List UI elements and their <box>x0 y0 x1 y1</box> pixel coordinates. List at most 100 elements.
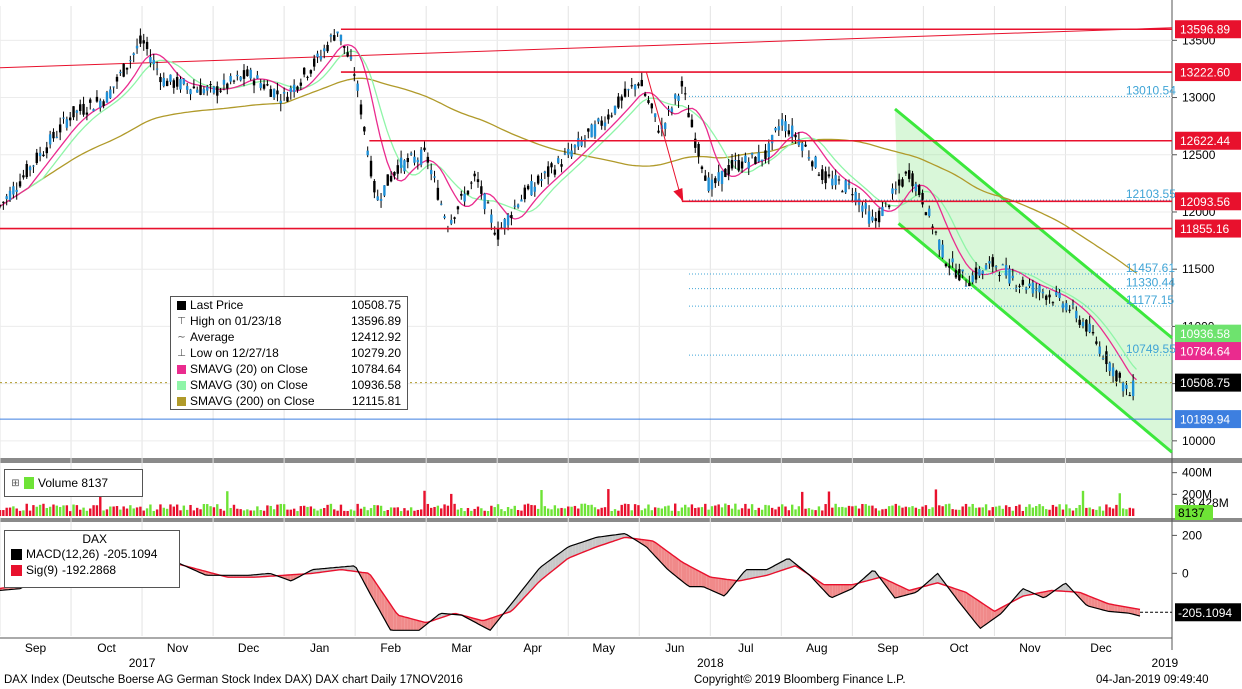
candle-body <box>784 121 787 132</box>
candle-body <box>272 89 276 98</box>
candle-body <box>694 138 697 148</box>
volume-bar <box>52 504 55 516</box>
volume-bar <box>874 508 877 516</box>
candle-body <box>386 174 389 186</box>
volume-bar <box>871 505 874 516</box>
volume-bar <box>1048 509 1051 516</box>
volume-bar <box>714 505 717 516</box>
candle-body <box>543 171 547 174</box>
volume-bar <box>272 509 276 516</box>
volume-bar <box>135 507 139 516</box>
candle-body <box>921 192 924 205</box>
volume-bar <box>1128 507 1131 516</box>
macd-histogram-fill <box>971 596 975 622</box>
candle-body <box>757 152 760 162</box>
candle-body <box>951 258 954 263</box>
candle-body <box>1051 302 1055 304</box>
legend-label: SMAVG (200) on Close <box>190 394 315 408</box>
candle-body <box>647 100 650 103</box>
candle-body <box>867 211 871 224</box>
macd-histogram-fill <box>715 577 719 594</box>
macd-histogram-fill <box>1117 605 1121 613</box>
candle-body <box>1091 331 1095 334</box>
volume-bar <box>730 508 734 516</box>
macd-histogram-fill <box>741 572 744 581</box>
candle-body <box>814 156 817 168</box>
candle-body <box>1115 370 1118 382</box>
macd-histogram-fill <box>558 551 562 566</box>
volume-bar <box>229 507 232 516</box>
candle-body <box>777 126 781 131</box>
volume-bar <box>774 509 777 516</box>
candle-body <box>774 128 777 131</box>
expand-icon[interactable]: ⊞ <box>11 477 20 489</box>
candle-body <box>510 215 513 219</box>
volume-bar <box>1098 506 1101 516</box>
volume-bar <box>95 505 99 516</box>
candle-body <box>744 155 747 163</box>
candle-body <box>1021 279 1025 285</box>
candle-body <box>764 150 767 159</box>
macd-histogram-fill <box>698 570 702 587</box>
volume-bar <box>707 509 710 516</box>
macd-legend-value: -192.2868 <box>62 563 117 577</box>
candle-body <box>817 174 821 176</box>
volume-bar <box>450 493 453 516</box>
volume-bar <box>607 489 610 516</box>
candle-body <box>811 161 814 167</box>
volume-bar <box>1001 508 1004 516</box>
candle-body <box>928 208 931 216</box>
candle-body <box>861 205 864 212</box>
volume-bar <box>884 508 887 516</box>
volume-bar <box>125 508 129 516</box>
candle-body <box>918 185 921 196</box>
volume-bar <box>25 503 28 516</box>
volume-bar <box>697 507 700 516</box>
candle-body <box>179 79 182 90</box>
candle-body <box>473 173 476 177</box>
volume-bar <box>333 509 336 516</box>
candle-body <box>1041 291 1045 294</box>
volume-bar <box>252 510 256 516</box>
candle-body <box>580 139 583 146</box>
volume-bar <box>590 504 593 516</box>
macd-histogram-fill <box>484 619 488 629</box>
candle-body <box>643 93 647 96</box>
candle-body <box>1058 292 1061 299</box>
volume-bar <box>172 506 176 516</box>
candle-body <box>563 153 567 155</box>
volume-bar <box>1011 510 1015 516</box>
volume-bar <box>570 506 573 516</box>
candle-body <box>1024 287 1028 290</box>
candle-body <box>958 269 961 281</box>
volume-bar <box>613 509 617 516</box>
candle-body <box>907 170 911 179</box>
volume-bar <box>369 508 373 516</box>
macd-histogram-fill <box>892 582 895 598</box>
macd-histogram-fill <box>381 591 385 620</box>
candle-body <box>653 113 657 118</box>
volume-bar <box>804 508 807 516</box>
macd-legend-value: -205.1094 <box>103 547 158 561</box>
macd-histogram-fill <box>399 615 402 631</box>
macd-histogram-fill <box>615 534 619 541</box>
volume-bar <box>677 511 680 516</box>
macd-histogram-fill <box>612 534 616 542</box>
level-box-label: 13596.89 <box>1180 23 1230 37</box>
volume-bar <box>48 506 52 516</box>
candle-body <box>1125 384 1128 389</box>
candle-body <box>747 161 750 169</box>
macd-histogram-fill <box>578 542 582 554</box>
volume-bar <box>737 509 740 516</box>
candle-body <box>667 108 670 110</box>
volume-bar <box>1125 509 1128 516</box>
volume-bar <box>222 510 226 516</box>
macd-histogram-fill <box>778 562 781 572</box>
volume-bar <box>1091 509 1095 516</box>
candle-body <box>523 187 526 200</box>
fib-level-label: 13010.54 <box>1126 83 1176 97</box>
macd-histogram-fill <box>507 605 511 613</box>
macd-histogram-fill <box>675 557 679 579</box>
volume-bar <box>329 503 333 516</box>
